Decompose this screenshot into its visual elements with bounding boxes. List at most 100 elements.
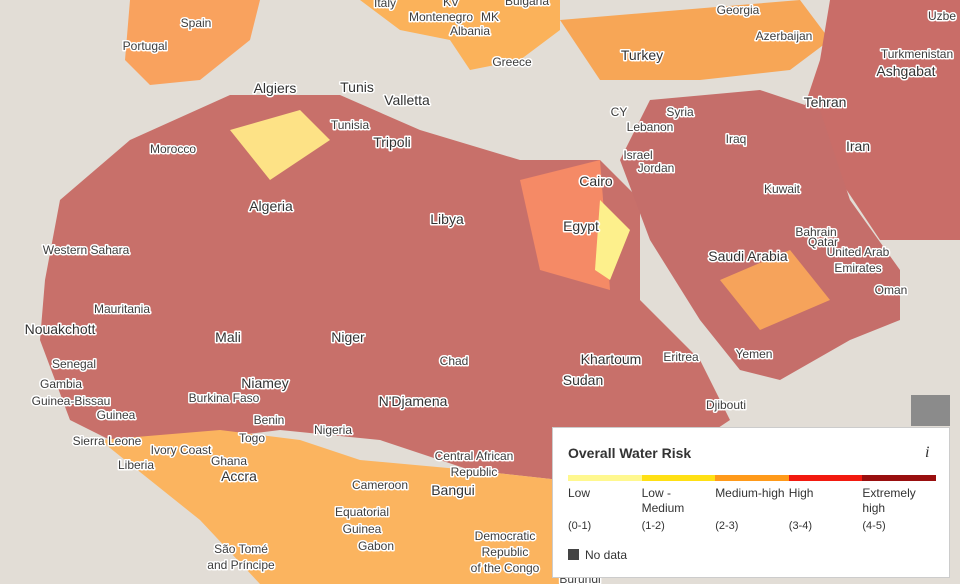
place-label: Valletta [384,92,430,108]
legend-bar [568,475,936,481]
legend-swatch [862,475,936,481]
place-label: Tunisia [331,118,370,132]
place-label: Oman [875,283,908,297]
legend-swatch [568,475,642,481]
place-label: Portugal [123,39,168,53]
place-label: Gambia [40,377,82,391]
place-label: United Arab [827,245,890,259]
place-label: Niger [331,329,365,345]
legend-label: Low - Medium [641,486,685,515]
place-label: Bangui [431,482,475,498]
legend-swatch [715,475,789,481]
place-label: Israel [623,148,652,162]
place-label: Libya [430,211,464,227]
place-label: Republic [482,545,529,559]
legend-range: (0-1) [568,520,592,532]
place-label: Uzbe [928,9,956,23]
place-label: Yemen [736,347,773,361]
place-label: Tunis [340,79,374,95]
place-label: Mauritania [94,302,150,316]
place-label: Central African [435,449,514,463]
place-label: Senegal [52,357,96,371]
place-label: Eritrea [663,350,699,364]
legend-range: (3-4) [788,520,813,532]
place-label: Nouakchott [25,321,96,337]
place-label: Jordan [638,161,675,175]
place-label: Liberia [118,458,154,472]
place-label: Saudi Arabia [708,248,788,264]
place-label: Algiers [254,80,297,96]
place-label: KV [443,0,459,9]
place-label: Western Sahara [43,243,130,257]
place-label: Greece [492,55,532,69]
place-label: Democratic [475,529,536,543]
legend-title: Overall Water Risk [568,445,692,461]
place-label: Chad [440,354,469,368]
place-label: and Príncipe [207,558,275,572]
place-label: Montenegro [409,10,473,24]
legend-swatch [788,475,863,481]
place-label: Republic [451,465,498,479]
place-label: Italy [374,0,396,10]
place-label: Syria [666,105,694,119]
legend-label: Medium-high [715,486,785,500]
legend-label: Extremely high [862,486,916,515]
place-label: Burkina Faso [189,391,260,405]
place-label: Kuwait [764,182,801,196]
legend-label: High [788,486,814,500]
place-label: Niamey [241,375,288,391]
place-label: Algeria [249,198,293,214]
place-label: Sierra Leone [73,434,142,448]
place-label: São Tomé [214,542,268,556]
place-label: Georgia [717,3,760,17]
place-label: Guinea [343,522,382,536]
place-label: Gabon [358,539,394,553]
no-data-label: No data [585,548,628,562]
place-label: of the Congo [471,561,540,575]
place-label: Egypt [563,218,599,234]
no-data: No data [568,548,627,562]
place-label: Azerbaijan [756,29,813,43]
place-label: N'Djamena [379,393,448,409]
place-label: Ghana [211,454,247,468]
place-label: Accra [221,468,257,484]
legend-swatch [641,475,716,481]
place-label: Guinea-Bissau [32,394,111,408]
legend-range: (1-2) [641,520,665,532]
download-button[interactable] [911,395,950,426]
place-label: Tehran [804,94,847,110]
legend: Overall Water Risk i No data Low (0-1) Low… [552,427,950,578]
place-label: Turkmenistan [881,47,953,61]
place-label: Equatorial [335,505,389,519]
place-label: Benin [254,413,285,427]
place-label: Cameroon [352,478,408,492]
place-label: Ivory Coast [151,443,212,457]
place-label: Nigeria [314,423,352,437]
place-label: Togo [239,431,265,445]
place-label: Iran [846,138,870,154]
place-label: Tripoli [373,134,411,150]
legend-range: (2-3) [715,520,739,532]
place-label: Bulgaria [505,0,549,8]
legend-label: Low [568,486,591,500]
place-label: Cairo [579,173,613,189]
place-label: Albania [450,24,490,38]
legend-range: (4-5) [862,520,886,532]
place-label: Lebanon [627,120,674,134]
place-label: Bahrain [795,225,836,239]
place-label: Spain [181,16,212,30]
place-label: Morocco [150,142,196,156]
place-label: Sudan [563,372,603,388]
place-label: Djibouti [706,398,746,412]
place-label: Iraq [726,132,747,146]
place-label: MK [481,10,499,24]
place-label: Guinea [97,408,136,422]
place-label: Turkey [621,47,663,63]
place-label: Qatar [808,235,838,249]
place-label: Ashgabat [876,63,935,79]
info-button[interactable]: i [925,444,930,461]
place-label: Mali [215,329,241,345]
place-label: CY [611,105,628,119]
